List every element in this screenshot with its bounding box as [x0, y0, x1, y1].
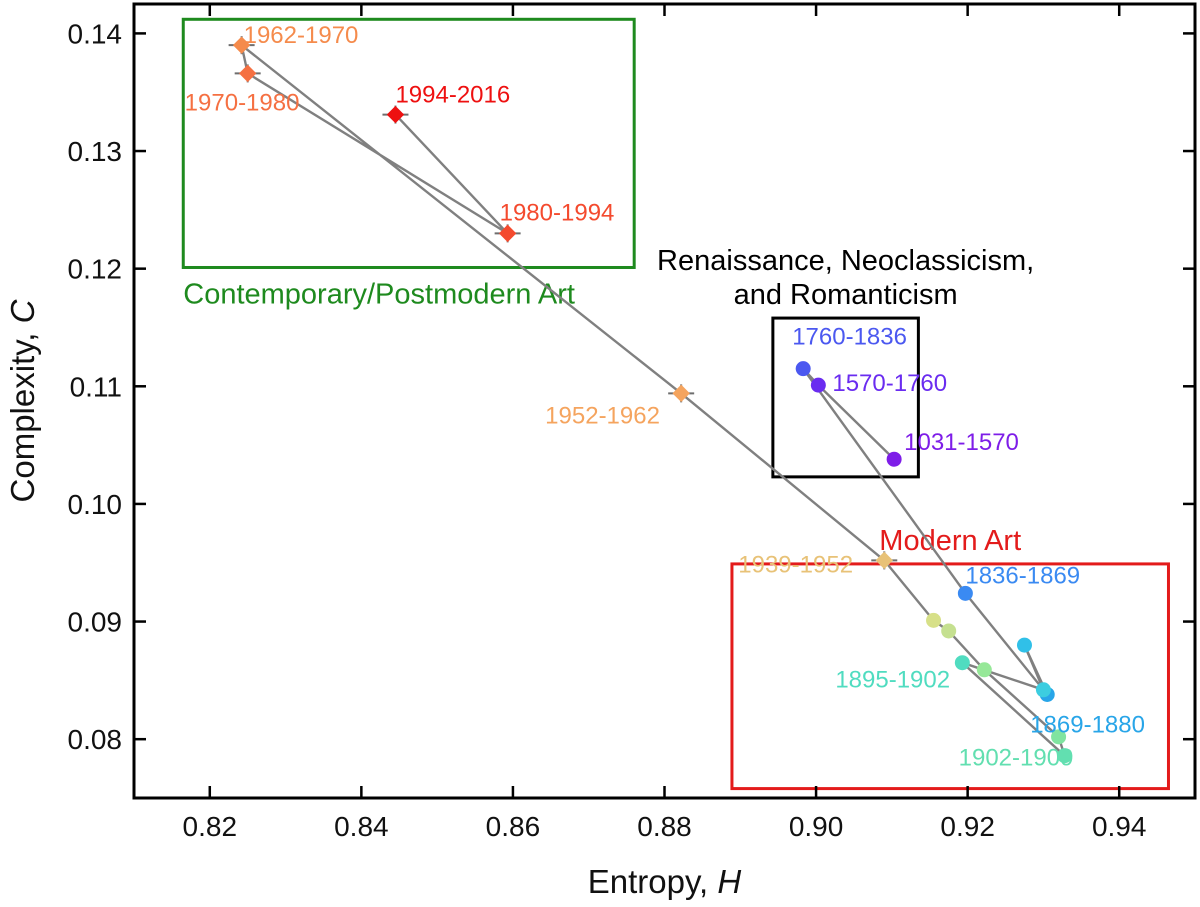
data-point-diamond: [875, 551, 893, 570]
data-point-circle: [957, 585, 973, 601]
point-label: 1970-1980: [185, 89, 300, 116]
data-point-diamond: [232, 36, 251, 54]
region-title: Contemporary/Postmodern Art: [183, 278, 575, 310]
point-label: 1939-1952: [738, 551, 853, 578]
y-tick-label: 0.08: [68, 724, 123, 755]
region-title: Renaissance, Neoclassicism,: [657, 245, 1034, 277]
data-point-circle: [810, 377, 826, 393]
point-label: 1895-1902: [835, 667, 950, 694]
x-tick-label: 0.94: [1092, 811, 1147, 842]
x-tick-label: 0.88: [637, 811, 692, 842]
point-label: 1952-1962: [545, 402, 660, 429]
data-point-diamond: [238, 64, 257, 83]
region-box: [730, 562, 1170, 791]
y-tick-label: 0.14: [68, 18, 123, 49]
point-label: 1760-1836: [792, 324, 907, 351]
data-point-circle: [954, 655, 970, 671]
point-labels: 1031-1570 1570-1760 1760-1836 1836-1869 1869…: [185, 22, 1145, 771]
data-point-circle: [926, 612, 942, 628]
data-point-circle: [795, 361, 811, 377]
point-label: 1031-1570: [904, 429, 1019, 456]
region-boxes: Contemporary/Postmodern Art Renaissance, …: [181, 17, 1170, 791]
data-point-circle: [1035, 682, 1051, 698]
region-title: and Romanticism: [734, 279, 958, 311]
y-tick-label: 0.09: [68, 607, 123, 638]
x-axis-label: Entropy, H: [588, 863, 742, 900]
point-label: 1962-1970: [244, 22, 359, 49]
point-label: 1902-1909: [959, 745, 1074, 772]
point-label: 1980-1994: [500, 199, 615, 226]
x-tick-label: 0.90: [789, 811, 844, 842]
data-point-diamond: [672, 384, 690, 403]
y-axis-label: Complexity, C: [4, 298, 41, 502]
axes: 0.82 0.84 0.86 0.88 0.90 0.92 0.94 0.08 0.09 0.10…: [4, 2, 1197, 900]
point-label: 1869-1880: [1030, 711, 1145, 738]
region-box: [771, 316, 920, 479]
data-point-diamond: [498, 224, 517, 243]
point-label: 1994-2016: [395, 82, 510, 109]
data-points: [228, 36, 1073, 764]
data-point-circle: [1051, 729, 1067, 745]
x-tick-label: 0.82: [183, 811, 238, 842]
region-box: [181, 17, 636, 269]
region-title: Modern Art: [879, 525, 1021, 557]
data-point-circle: [1057, 748, 1073, 764]
data-point-circle: [976, 662, 992, 678]
data-point-circle: [1016, 637, 1032, 653]
x-tick-label: 0.92: [940, 811, 995, 842]
trajectory-lines: [240, 44, 1066, 757]
y-tick-label: 0.13: [68, 136, 123, 167]
point-label: 1836-1869: [965, 562, 1080, 589]
y-tick-label: 0.11: [70, 371, 122, 402]
trajectory-path: [240, 44, 1066, 757]
y-tick-label: 0.12: [68, 254, 123, 285]
data-point-diamond: [386, 105, 405, 124]
x-tick-label: 0.86: [486, 811, 541, 842]
y-tick-label: 0.10: [68, 489, 123, 520]
data-point-circle: [886, 451, 902, 467]
data-point-circle: [941, 623, 957, 639]
x-tick-label: 0.84: [334, 811, 389, 842]
point-label: 1570-1760: [832, 370, 947, 397]
